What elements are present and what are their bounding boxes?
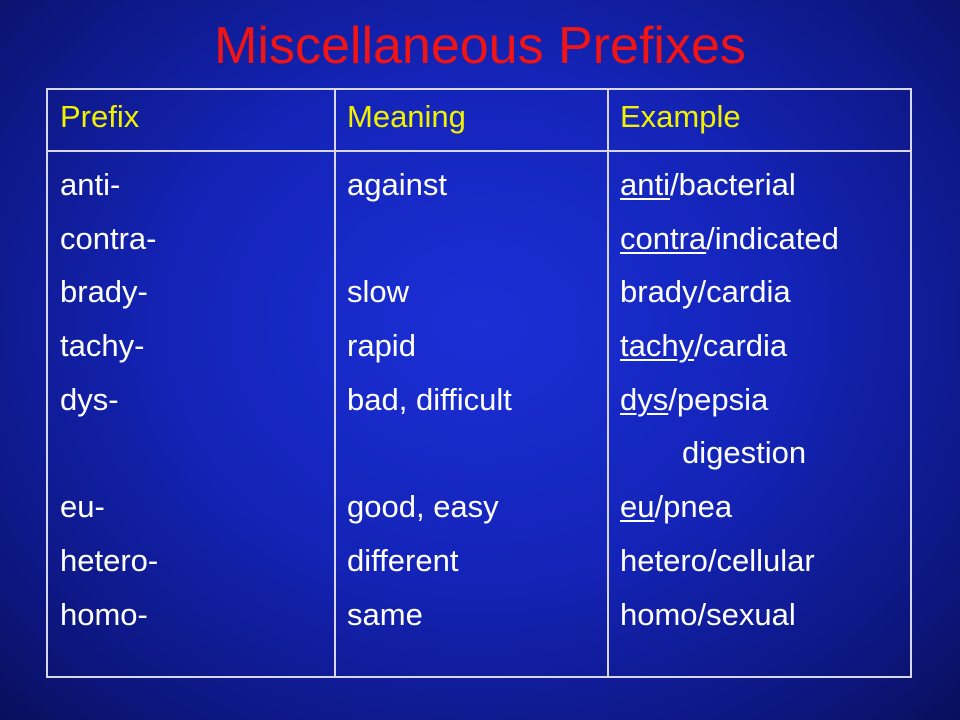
example-rest: /bacterial (669, 167, 796, 202)
example-cell: homo/sexual (620, 588, 839, 642)
example-prefix-underlined: tachy (620, 328, 695, 364)
prefix-cell: contra- (60, 220, 157, 256)
prefix-cell (60, 426, 158, 480)
example-cell: contra/indicated (620, 212, 839, 266)
meaning-column: against slow rapid bad, difficult good, … (347, 158, 512, 641)
header-example: Example (620, 99, 741, 134)
column-divider-2 (607, 88, 609, 678)
example-cell: tachy/cardia (620, 319, 839, 373)
example-prefix-underlined: contra (620, 220, 707, 256)
example-rest: homo/sexual (620, 596, 796, 632)
example-rest: /indicated (706, 220, 839, 256)
meaning-cell: against (347, 167, 447, 202)
example-rest: /cardia (694, 328, 788, 364)
prefix-cell: eu- (60, 489, 105, 525)
example-rest: /pepsia (668, 381, 769, 417)
prefix-cell: dys- (60, 381, 119, 417)
prefix-cell: tachy- (60, 328, 145, 364)
example-prefix-underlined: eu (620, 489, 655, 525)
example-rest: hetero/cellular (620, 542, 815, 578)
meaning-cell (347, 212, 512, 266)
example-rest: /pnea (654, 489, 733, 525)
example-cell: hetero/cellular (620, 534, 839, 588)
prefix-cell: homo- (60, 596, 148, 632)
example-rest: digestion (682, 435, 807, 471)
meaning-cell (347, 426, 512, 480)
prefix-cell: anti- (60, 167, 121, 202)
header-divider (46, 150, 912, 152)
example-column: anti/bacterial contra/indicated brady/ca… (620, 158, 839, 641)
example-cell: digestion (620, 426, 839, 480)
example-cell: dys/pepsia (620, 373, 839, 427)
example-prefix-underlined: dys (620, 381, 669, 417)
example-rest: brady/cardia (620, 274, 791, 310)
meaning-cell: good, easy (347, 489, 499, 525)
meaning-cell: slow (347, 274, 410, 310)
prefix-cell: brady- (60, 274, 148, 310)
slide-title: Miscellaneous Prefixes (214, 17, 746, 75)
column-divider-1 (334, 88, 336, 678)
example-cell: brady/cardia (620, 265, 839, 319)
example-prefix-underlined: anti (620, 167, 670, 202)
prefix-column: anti- contra- brady- tachy- dys- eu- het… (60, 158, 158, 641)
meaning-cell: same (347, 596, 423, 632)
example-cell: eu/pnea (620, 480, 839, 534)
prefix-cell: hetero- (60, 542, 159, 578)
header-prefix: Prefix (60, 99, 140, 134)
meaning-cell: different (347, 542, 459, 578)
meaning-cell: bad, difficult (347, 381, 512, 417)
header-meaning: Meaning (347, 99, 466, 134)
example-cell: anti/bacterial (620, 158, 839, 212)
meaning-cell: rapid (347, 328, 416, 364)
prefix-table (46, 88, 912, 678)
